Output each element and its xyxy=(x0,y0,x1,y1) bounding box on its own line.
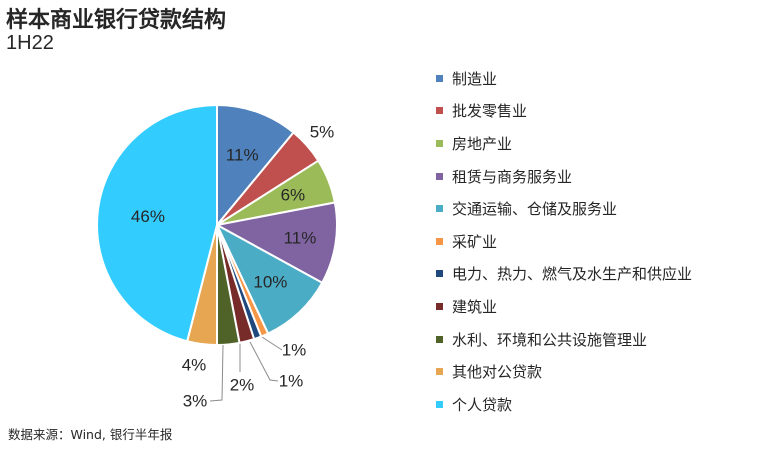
chart-subtitle: 1H22 xyxy=(6,32,54,54)
legend: 制造业批发零售业房地产业租赁与商务服务业交通运输、仓储及服务业 采矿业电力、热力、… xyxy=(436,62,692,421)
legend-swatch xyxy=(436,237,443,245)
legend-label: 采矿业 xyxy=(452,232,498,251)
legend-swatch xyxy=(436,172,443,180)
pie-slice xyxy=(214,222,324,335)
legend-item: 其他对公贷款 xyxy=(436,355,692,388)
legend-item: 制造业 xyxy=(436,62,692,95)
data-label: 11% xyxy=(284,229,317,248)
data-label: 11% xyxy=(226,145,259,164)
legend-item: 交通运输、仓储及服务业 xyxy=(436,192,692,225)
data-label: 1% xyxy=(279,372,304,391)
legend-swatch xyxy=(436,139,443,147)
legend-item: 个人贷款 xyxy=(436,388,692,421)
legend-label: 水利、环境和公共设施管理业 xyxy=(452,330,648,349)
legend-label: 其他对公贷款 xyxy=(452,363,543,382)
pie-slice xyxy=(214,201,338,285)
legend-swatch xyxy=(436,270,443,278)
legend-item: 建筑业 xyxy=(436,290,692,323)
source-note: 数据来源：Wind, 银行半年报 xyxy=(8,427,173,442)
data-label: 3% xyxy=(183,392,208,411)
legend-label: 交通运输、仓储及服务业 xyxy=(452,200,618,219)
pie-slice xyxy=(96,103,218,343)
data-label: 1% xyxy=(282,341,307,360)
legend-item: 租赁与商务服务业 xyxy=(436,160,692,193)
data-label: 2% xyxy=(230,376,255,395)
legend-item: 采矿业 xyxy=(436,225,692,258)
legend-item: 房地产业 xyxy=(436,127,692,160)
legend-label: 批发零售业 xyxy=(452,102,528,121)
leader-line xyxy=(261,336,283,351)
legend-item: 电力、热力、燃气及水生产和供应业 xyxy=(436,258,692,291)
legend-item: 批发零售业 xyxy=(436,95,692,128)
leader-line xyxy=(249,341,279,382)
legend-swatch xyxy=(436,74,443,82)
legend-swatch xyxy=(436,302,443,310)
legend-label: 个人贷款 xyxy=(452,395,513,414)
legend-label: 建筑业 xyxy=(452,297,498,316)
data-label: 46% xyxy=(131,207,165,226)
legend-label: 租赁与商务服务业 xyxy=(452,167,573,186)
data-label: 5% xyxy=(310,123,335,142)
legend-label: 房地产业 xyxy=(452,134,513,153)
legend-label: 制造业 xyxy=(452,69,498,88)
chart-title: 样本商业银行贷款结构 xyxy=(6,8,227,33)
legend-swatch xyxy=(436,400,443,408)
pie-slice xyxy=(216,103,295,228)
legend-item: 水利、环境和公共设施管理业 xyxy=(436,323,692,356)
legend-swatch xyxy=(436,205,443,213)
data-label: 6% xyxy=(281,185,306,204)
data-label: 4% xyxy=(182,356,207,375)
data-label: 10% xyxy=(253,272,287,291)
legend-swatch xyxy=(436,335,443,343)
legend-swatch xyxy=(436,107,443,115)
pie-chart: 11% 5% 6% 11% 10% 1% 1% 2% 3% 4% 46% xyxy=(96,103,338,411)
legend-label: 电力、热力、燃气及水生产和供应业 xyxy=(452,265,693,284)
leader-line xyxy=(209,344,224,402)
legend-swatch xyxy=(436,368,443,376)
